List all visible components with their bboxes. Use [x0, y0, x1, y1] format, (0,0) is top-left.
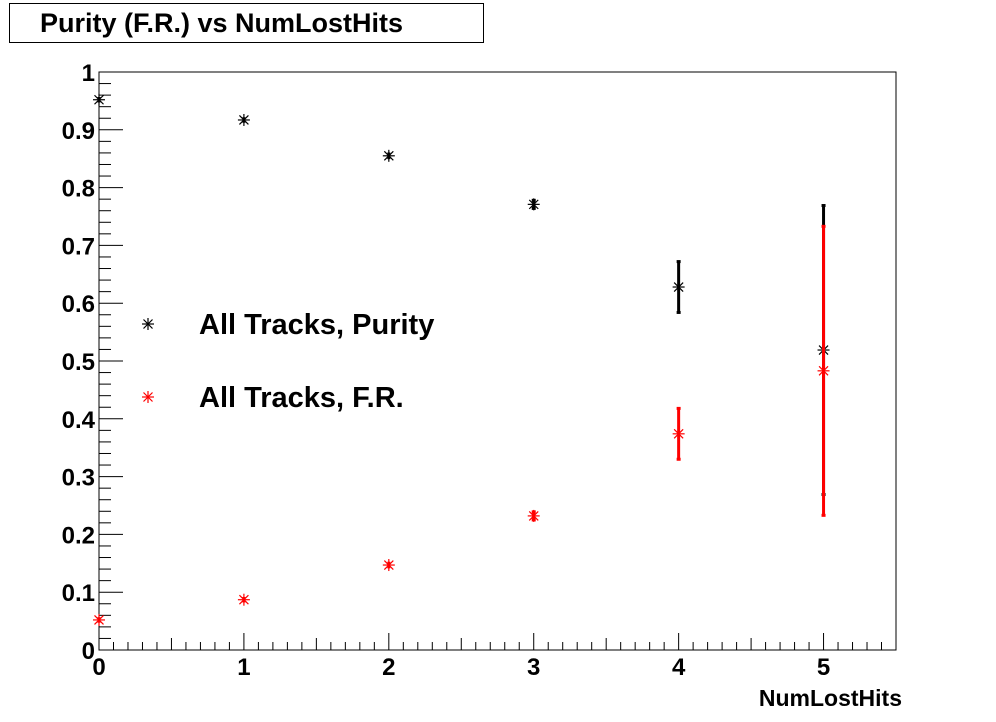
x-tick-label: 2 — [382, 654, 395, 681]
chart-title-box: Purity (F.R.) vs NumLostHits — [9, 3, 484, 43]
data-marks — [93, 93, 830, 626]
y-tick-label: 0.5 — [62, 349, 95, 376]
series-0 — [93, 93, 830, 497]
data-point — [382, 559, 395, 572]
legend-entry: All Tracks, F.R. — [199, 382, 404, 414]
axes: 0 0.1 0.2 0.3 0.4 0.5 0.6 0.7 0.8 0.9 1 0 1 2 3 4 5 — [62, 60, 897, 681]
y-tick-label: 0.6 — [62, 291, 95, 318]
legend-marker — [142, 391, 154, 403]
y-tick-label: 0.7 — [62, 233, 95, 260]
data-point — [527, 509, 540, 522]
data-point — [527, 198, 540, 211]
data-point — [237, 593, 250, 606]
x-tick-label: 1 — [237, 654, 250, 681]
data-point — [237, 113, 250, 126]
y-tick-label: 1 — [82, 60, 95, 87]
chart-title: Purity (F.R.) vs NumLostHits — [40, 8, 404, 38]
y-tick-label: 0.1 — [62, 580, 95, 607]
series-1 — [93, 224, 830, 626]
legend-marker — [142, 318, 154, 330]
y-tick-label: 0.8 — [62, 176, 95, 203]
legend: All Tracks, Purity All Tracks, F.R. — [142, 309, 434, 414]
data-point — [817, 364, 830, 377]
data-point — [382, 149, 395, 162]
data-point — [672, 281, 685, 294]
x-axis-label: NumLostHits — [759, 685, 902, 711]
y-tick-label: 0.3 — [62, 465, 95, 492]
data-point — [672, 427, 685, 440]
y-tick-label: 0.9 — [62, 118, 95, 145]
data-point — [93, 93, 105, 106]
y-tick-label: 0 — [82, 638, 95, 665]
x-tick-label: 4 — [672, 654, 686, 681]
x-tick-label: 0 — [92, 654, 105, 681]
x-tick-label: 3 — [527, 654, 540, 681]
legend-entry: All Tracks, Purity — [199, 309, 434, 341]
y-tick-label: 0.2 — [62, 522, 95, 549]
data-point — [93, 613, 105, 626]
x-tick-label: 5 — [817, 654, 830, 681]
y-tick-label: 0.4 — [62, 407, 96, 434]
plot-frame — [98, 71, 897, 651]
